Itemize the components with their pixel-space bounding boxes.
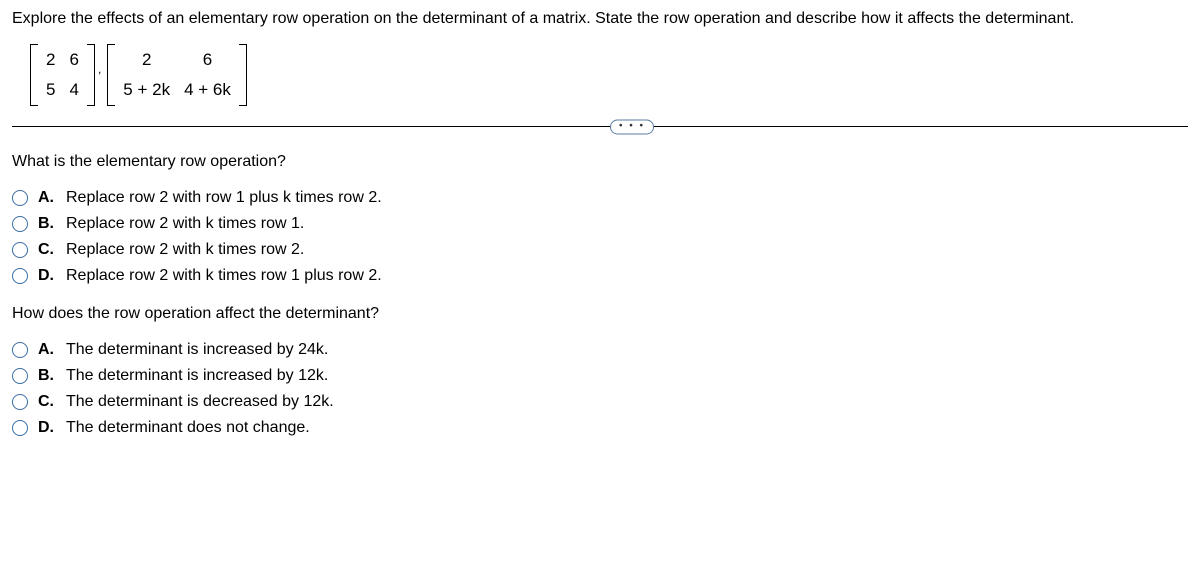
matrix-2-cells: 2 6 5 + 2k 4 + 6k — [115, 44, 239, 106]
option-letter: B. — [38, 367, 56, 385]
option-text: The determinant is decreased by 12k. — [66, 393, 334, 411]
matrix-cell: 4 + 6k — [184, 80, 231, 100]
radio-icon[interactable] — [12, 242, 28, 258]
question-2-options: A. The determinant is increased by 24k. … — [12, 341, 1188, 437]
option-q1-b[interactable]: B. Replace row 2 with k times row 1. — [12, 215, 1188, 233]
option-text: Replace row 2 with k times row 1 plus ro… — [66, 267, 382, 285]
matrix-cell: 2 — [46, 50, 55, 70]
divider — [12, 126, 1188, 127]
option-letter: A. — [38, 341, 56, 359]
option-letter: C. — [38, 241, 56, 259]
option-q1-c[interactable]: C. Replace row 2 with k times row 2. — [12, 241, 1188, 259]
right-bracket-icon — [87, 44, 95, 106]
matrix-1: 2 6 5 4 — [30, 44, 95, 106]
matrix-cell: 6 — [203, 50, 212, 70]
radio-icon[interactable] — [12, 190, 28, 206]
matrix-separator: , — [98, 62, 101, 76]
option-letter: D. — [38, 419, 56, 437]
option-text: Replace row 2 with row 1 plus k times ro… — [66, 189, 382, 207]
option-q2-b[interactable]: B. The determinant is increased by 12k. — [12, 367, 1188, 385]
radio-icon[interactable] — [12, 268, 28, 284]
left-bracket-icon — [30, 44, 38, 106]
radio-icon[interactable] — [12, 342, 28, 358]
option-q2-d[interactable]: D. The determinant does not change. — [12, 419, 1188, 437]
divider-row: • • • — [12, 126, 1188, 127]
option-letter: C. — [38, 393, 56, 411]
option-q1-d[interactable]: D. Replace row 2 with k times row 1 plus… — [12, 267, 1188, 285]
option-text: The determinant is increased by 12k. — [66, 367, 328, 385]
option-text: The determinant is increased by 24k. — [66, 341, 328, 359]
left-bracket-icon — [107, 44, 115, 106]
option-text: Replace row 2 with k times row 1. — [66, 215, 304, 233]
radio-icon[interactable] — [12, 216, 28, 232]
question-1-text: What is the elementary row operation? — [12, 153, 1188, 171]
matrix-cell: 5 + 2k — [123, 80, 170, 100]
expand-button[interactable]: • • • — [610, 119, 654, 134]
option-q2-a[interactable]: A. The determinant is increased by 24k. — [12, 341, 1188, 359]
option-text: Replace row 2 with k times row 2. — [66, 241, 304, 259]
matrices-row: 2 6 5 4 , 2 6 5 + 2k 4 + 6k — [30, 44, 1188, 106]
radio-icon[interactable] — [12, 368, 28, 384]
prompt-text: Explore the effects of an elementary row… — [12, 8, 1188, 30]
option-letter: D. — [38, 267, 56, 285]
option-q1-a[interactable]: A. Replace row 2 with row 1 plus k times… — [12, 189, 1188, 207]
matrix-cell: 2 — [142, 50, 151, 70]
matrix-1-cells: 2 6 5 4 — [38, 44, 87, 106]
option-text: The determinant does not change. — [66, 419, 310, 437]
matrix-2: 2 6 5 + 2k 4 + 6k — [107, 44, 247, 106]
option-letter: B. — [38, 215, 56, 233]
matrix-cell: 4 — [69, 80, 78, 100]
option-q2-c[interactable]: C. The determinant is decreased by 12k. — [12, 393, 1188, 411]
option-letter: A. — [38, 189, 56, 207]
right-bracket-icon — [239, 44, 247, 106]
question-2-text: How does the row operation affect the de… — [12, 305, 1188, 323]
matrix-cell: 5 — [46, 80, 55, 100]
radio-icon[interactable] — [12, 420, 28, 436]
question-1-options: A. Replace row 2 with row 1 plus k times… — [12, 189, 1188, 285]
radio-icon[interactable] — [12, 394, 28, 410]
matrix-cell: 6 — [69, 50, 78, 70]
